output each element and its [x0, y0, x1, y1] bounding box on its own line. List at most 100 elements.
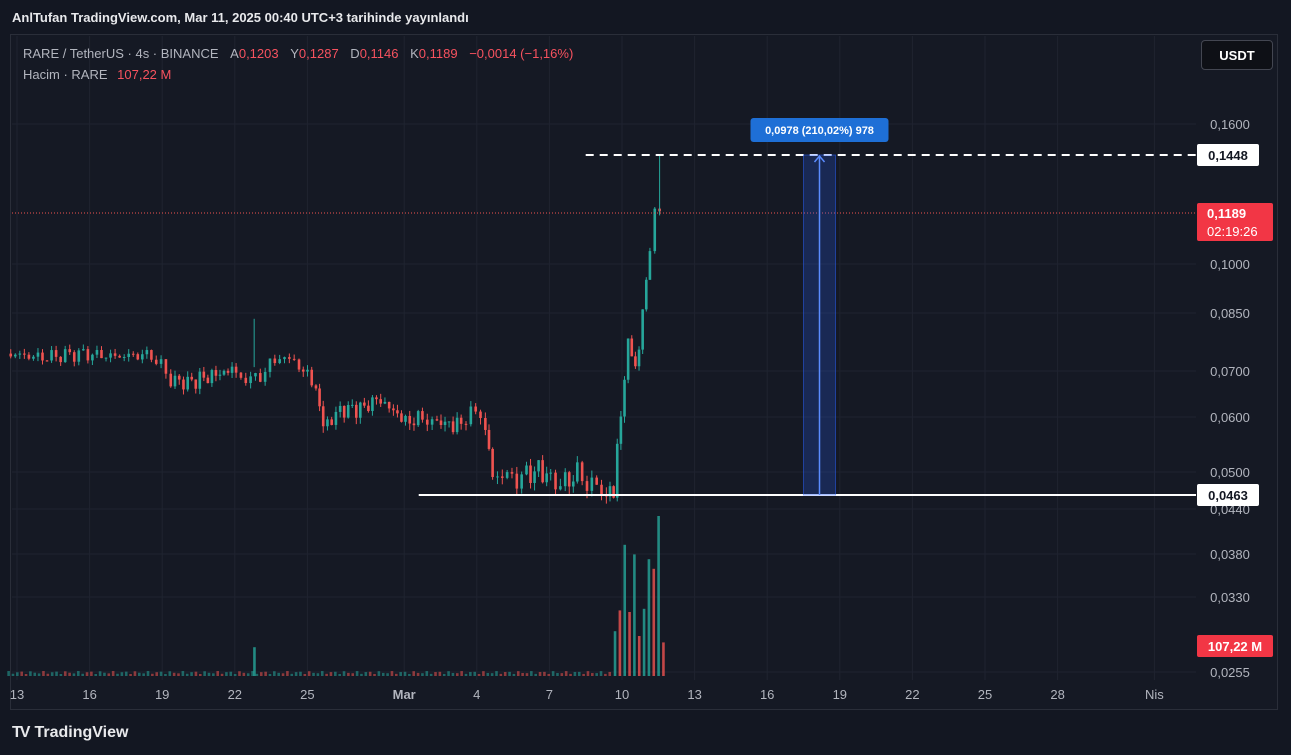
volume-bar [642, 608, 646, 676]
candle-body [612, 486, 615, 498]
candle-body [637, 349, 641, 367]
candle-body [54, 350, 58, 357]
volume-bar [490, 673, 494, 676]
candle-body [113, 353, 117, 356]
volume-bar [281, 673, 285, 676]
candle-body [383, 401, 387, 404]
candle-body [206, 377, 210, 384]
symbol-label[interactable]: RARE / TetherUS · 4s · BINANCE [23, 46, 219, 61]
currency-button[interactable]: USDT [1201, 40, 1273, 70]
candle-body [367, 405, 370, 412]
candle-body [404, 415, 407, 422]
volume-bar [7, 671, 10, 676]
candle-body [136, 354, 140, 360]
volume-bar [334, 671, 337, 676]
candle-body [326, 419, 329, 427]
time-tick-label: 19 [833, 687, 847, 702]
low-value: 0,1146 [359, 46, 399, 61]
volume-bar [364, 672, 368, 676]
volume-bar [447, 671, 450, 676]
candle-body [150, 350, 153, 360]
candle-body [218, 374, 222, 376]
volume-bar [307, 671, 311, 676]
candle-body [634, 356, 637, 367]
candle-body [321, 406, 325, 427]
volume-bar [273, 671, 276, 676]
volume-bar [185, 673, 189, 676]
price-tick-label: 0,0500 [1210, 465, 1250, 480]
volume-bar [90, 671, 93, 676]
candle-body [190, 376, 194, 380]
high-price-label: 0,1448 [1208, 148, 1248, 163]
price-axis: 0,1600 0,1000 0,0850 0,0700 0,0600 0,0500 0,04… [1197, 117, 1273, 680]
volume-bar [338, 673, 341, 676]
time-tick-label: Nis [1145, 687, 1164, 702]
low-price-tag [1197, 484, 1259, 506]
candle-body [104, 357, 108, 359]
volume-bar [595, 673, 598, 676]
candle-body [182, 379, 185, 390]
time-tick-label: 22 [228, 687, 242, 702]
candle-body [363, 402, 366, 406]
volume-bar [569, 673, 572, 676]
candle-body [226, 370, 230, 373]
candle-body [222, 370, 226, 375]
candle-body [630, 338, 634, 357]
candle-body [459, 417, 463, 424]
candle-body [529, 465, 532, 483]
price-tick-label: 0,0700 [1210, 364, 1250, 379]
volume-bar [116, 673, 119, 676]
candle-body [525, 465, 528, 475]
volume-bar [355, 671, 359, 676]
volume-bar [486, 672, 490, 676]
candle-body [210, 370, 214, 384]
volume-bar [146, 671, 150, 676]
candle-body [412, 423, 416, 426]
candle-body [641, 309, 644, 350]
candle-body [416, 411, 420, 426]
time-tick-label: 25 [978, 687, 992, 702]
candle-body [13, 354, 17, 357]
volume-bar [556, 673, 559, 676]
volume-bar [251, 671, 254, 676]
candle-body [310, 369, 314, 386]
volume-bar [618, 610, 622, 676]
volume-bar [633, 554, 636, 676]
volume-bar [342, 671, 346, 676]
volume-bar [534, 673, 537, 676]
volume-bar [395, 673, 398, 676]
candle-body [91, 354, 94, 361]
candle-body [590, 477, 594, 491]
volume-bar [316, 673, 320, 676]
volume-bar [464, 673, 468, 676]
time-tick-label: 7 [546, 687, 553, 702]
volume-bar [72, 673, 76, 676]
candle-body [576, 462, 579, 482]
candle-body [169, 373, 173, 387]
volume-bar [516, 671, 520, 676]
measure-label-box [750, 118, 889, 142]
ohlc-legend: RARE / TetherUS · 4s · BINANCE A0,1203 Y… [23, 46, 573, 61]
volume-bar [429, 673, 433, 676]
volume-bar [662, 642, 665, 676]
candle-body [371, 397, 374, 412]
candle-body [186, 376, 189, 390]
candle-body [487, 429, 491, 449]
candle-body [375, 397, 378, 400]
candle-body [455, 417, 459, 433]
last-price-label: 0,1189 [1207, 206, 1246, 221]
volume-bar [55, 671, 58, 676]
candle-body [464, 423, 468, 425]
volume-label[interactable]: Hacim · RARE [23, 67, 108, 82]
candle-body [122, 356, 126, 358]
candle-body [510, 472, 514, 474]
candle-body [608, 486, 612, 497]
candle-body [533, 471, 536, 483]
volume-bar [255, 673, 259, 676]
candle-body [202, 371, 206, 378]
volume-bar [11, 673, 15, 676]
volume-bar [577, 671, 581, 676]
candle-body [387, 401, 391, 409]
candle-body [571, 481, 575, 487]
